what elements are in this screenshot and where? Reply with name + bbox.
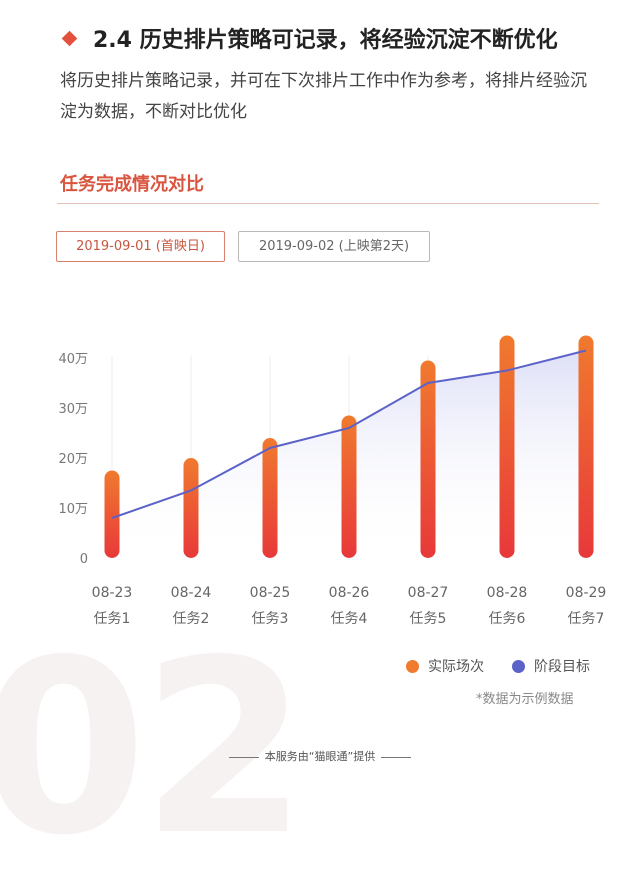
x-task-label: 任务4 [331, 611, 368, 627]
x-tick-label: 08-24 [171, 585, 212, 601]
date-tab-premiere[interactable]: 2019-09-01 (首映日) [56, 231, 225, 262]
bar-actual-08-29 [578, 335, 594, 558]
y-tick-label: 0 [80, 552, 88, 567]
footer-rule-left [228, 756, 259, 758]
y-tick-label: 10万 [58, 502, 88, 517]
x-tick-label: 08-23 [92, 585, 133, 601]
x-task-label: 任务2 [173, 611, 210, 627]
bar-actual-08-24 [183, 458, 199, 558]
bar-actual-08-26 [341, 415, 357, 558]
bar-actual-08-27 [420, 360, 436, 558]
x-task-label: 任务1 [94, 611, 131, 627]
section-title-text: 2.4 历史排片策略可记录，将经验沉淀不断优化 [93, 28, 558, 53]
footer-rule-right [381, 756, 412, 758]
legend-actual: 实际场次 [406, 656, 484, 676]
y-tick-label: 20万 [58, 452, 88, 467]
task-completion-chart: 0 10万 20万 30万 40万 08-23 任务1 08-24 任务2 08-25 任务3 08… [58, 335, 607, 627]
target-line [111, 349, 587, 519]
legend-actual-swatch [406, 659, 419, 673]
x-tick-label: 08-29 [566, 585, 607, 601]
legend-target-swatch [512, 659, 525, 673]
bar-actual-08-25 [262, 438, 278, 558]
bar-actual-08-28 [499, 335, 515, 558]
x-task-label: 任务7 [568, 611, 605, 627]
x-tick-label: 08-26 [329, 585, 370, 601]
footer-text: 本服务由“猫眼通”提供 [264, 750, 376, 763]
bar-actual-08-23 [104, 470, 120, 558]
y-tick-label: 40万 [58, 352, 88, 367]
y-tick-label: 30万 [58, 402, 88, 417]
legend-actual-label: 实际场次 [428, 659, 484, 675]
legend-target: 阶段目标 [512, 656, 590, 676]
date-tab-day2[interactable]: 2019-09-02 (上映第2天) [238, 231, 430, 262]
x-tick-label: 08-25 [250, 585, 291, 601]
footer: 本服务由“猫眼通”提供 [0, 748, 640, 764]
section-title: 2.4 历史排片策略可记录，将经验沉淀不断优化 [60, 22, 558, 54]
x-tick-label: 08-27 [408, 585, 449, 601]
x-task-label: 任务5 [410, 611, 447, 627]
x-task-label: 任务6 [489, 611, 526, 627]
x-task-label: 任务3 [252, 611, 289, 627]
chart-header: 任务完成情况对比 [60, 174, 204, 195]
chart-header-divider [57, 203, 599, 204]
sample-data-note: *数据为示例数据 [476, 692, 574, 707]
section-description: 将历史排片策略记录，并可在下次排片工作中作为参考，将排片经验沉淀为数据，不断对比… [60, 71, 587, 122]
x-tick-label: 08-28 [487, 585, 528, 601]
legend-target-label: 阶段目标 [534, 659, 590, 675]
diamond-bullet-icon [61, 30, 78, 46]
